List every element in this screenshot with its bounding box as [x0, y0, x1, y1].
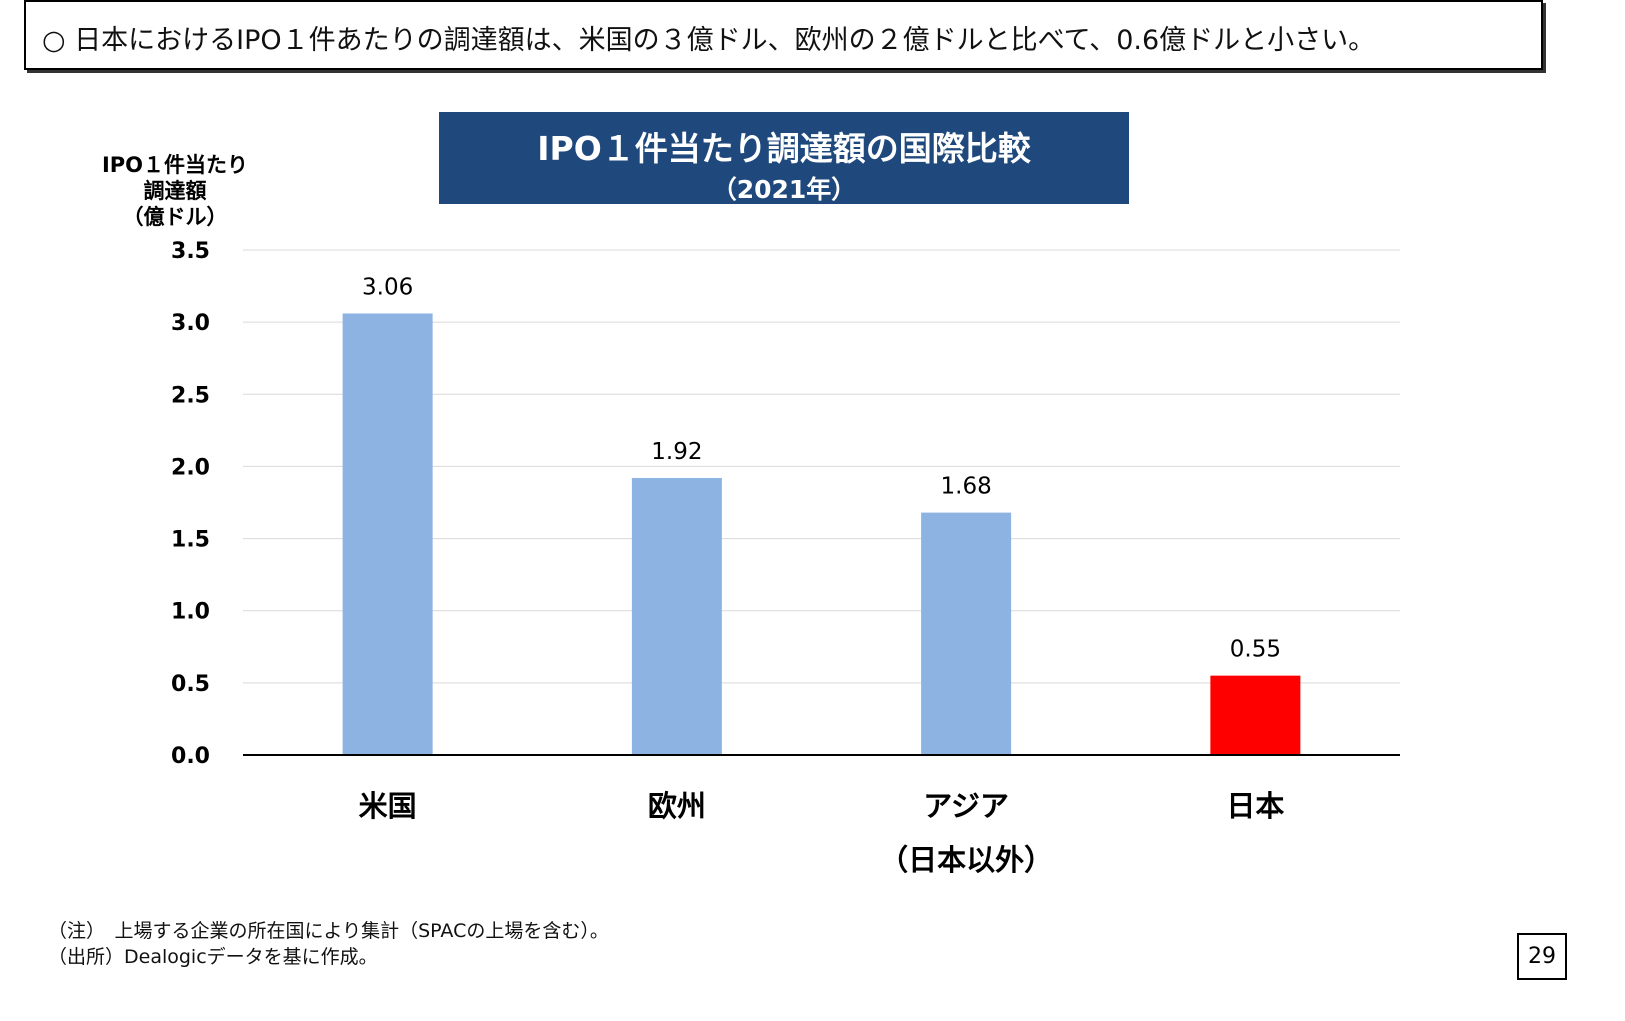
x-category-label: 米国 [359, 789, 417, 823]
y-tick-label: 1.0 [171, 600, 210, 625]
y-tick-label: 2.5 [171, 383, 210, 408]
x-category-label: 欧州 [648, 789, 706, 823]
y-axis-label-line: （億ドル） [122, 205, 228, 229]
x-category-label: （日本以外） [879, 843, 1053, 877]
summary-bullet: ○ [42, 25, 66, 56]
y-tick-label: 2.0 [171, 455, 210, 480]
y-tick-label: 3.5 [171, 239, 210, 264]
data-label: 0.55 [1230, 637, 1281, 663]
y-tick-label: 3.0 [171, 311, 210, 336]
x-category-label: 日本 [1226, 789, 1284, 823]
y-axis-label-line: 調達額 [143, 179, 207, 203]
y-tick-label: 0.5 [171, 672, 210, 697]
chart-title-box: IPO１件当たり調達額の国際比較 （2021年） [439, 112, 1129, 204]
bar [1210, 675, 1301, 755]
bar [631, 477, 722, 755]
bar [921, 512, 1012, 755]
y-axis-label: IPO１件当たり 調達額 （億ドル） [60, 152, 290, 230]
footnote-note: （注） 上場する企業の所在国により集計（SPACの上場を含む）。 [48, 920, 609, 942]
bar [342, 313, 433, 755]
bar-chart: 0.0 0.5 1.0 1.5 2.0 2.5 3.0 3.5 3.06 米国 1.92 欧州 1.68… [171, 239, 1400, 877]
y-axis-label-line: IPO１件当たり [101, 153, 249, 177]
chart-title: IPO１件当たり調達額の国際比較 [537, 129, 1031, 168]
footnotes: （注） 上場する企業の所在国により集計（SPACの上場を含む）。 （出所）Dea… [48, 918, 609, 970]
summary-box: ○ 日本におけるIPO１件あたりの調達額は、米国の３億ドル、欧州の２億ドルと比べ… [24, 0, 1543, 70]
summary-sentence: 日本におけるIPO１件あたりの調達額は、米国の３億ドル、欧州の２億ドルと比べて、… [74, 25, 1376, 56]
y-tick-label: 1.5 [171, 528, 210, 553]
y-tick-label: 0.0 [171, 744, 210, 769]
data-label: 1.92 [651, 439, 702, 465]
chart-subtitle: （2021年） [711, 175, 857, 204]
data-label: 3.06 [362, 274, 413, 300]
page-number: 29 [1517, 933, 1567, 980]
summary-text: ○ 日本におけるIPO１件あたりの調達額は、米国の３億ドル、欧州の２億ドルと比べ… [42, 18, 1375, 57]
x-category-label: アジア [923, 789, 1009, 823]
footnote-source: （出所）Dealogicデータを基に作成。 [48, 946, 378, 968]
data-label: 1.68 [941, 474, 992, 500]
